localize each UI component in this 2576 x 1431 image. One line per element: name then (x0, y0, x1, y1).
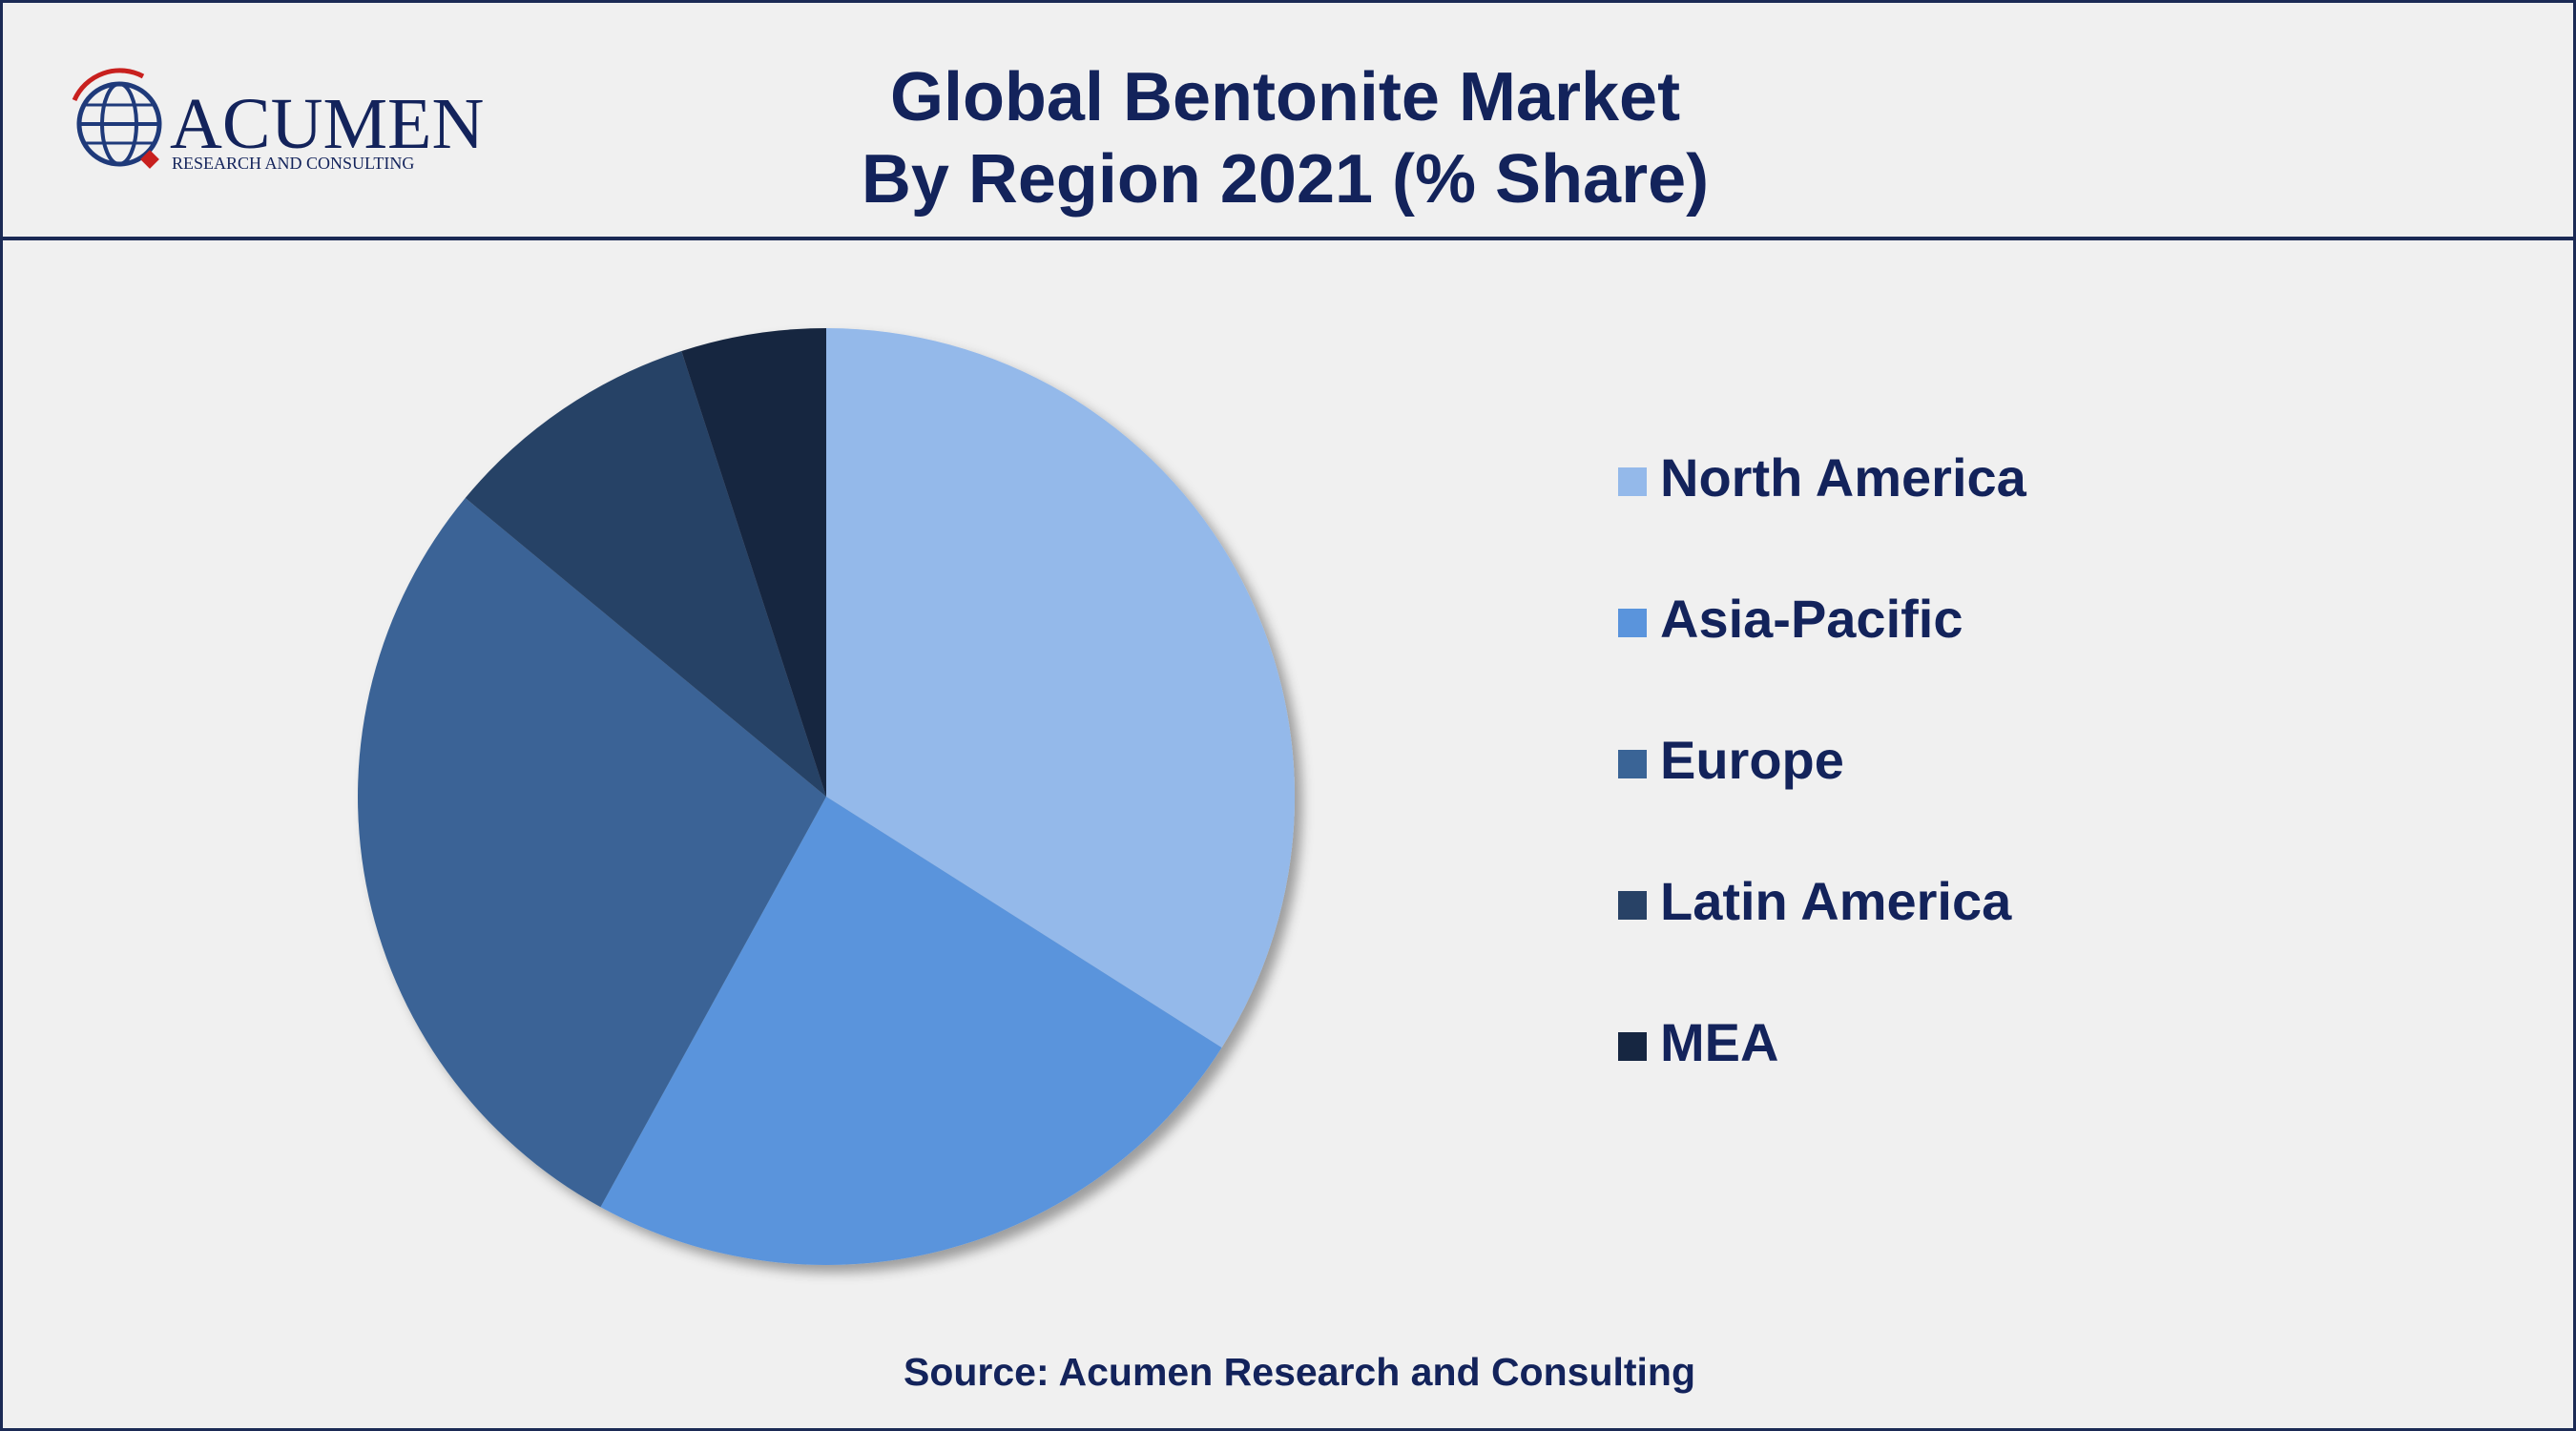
pie-slice (600, 797, 1222, 1265)
logo-arc (72, 68, 145, 102)
legend-label: Latin America (1660, 871, 2012, 931)
source: Source: Acumen Research and Consulting (904, 1350, 1695, 1394)
logo-name: ACUMEN (170, 84, 484, 164)
pie-slice (358, 498, 826, 1208)
legend-swatch (1618, 467, 1647, 496)
legend-swatch (1618, 891, 1647, 920)
legend-swatch (1618, 750, 1647, 778)
legend-swatch (1618, 1032, 1647, 1061)
legend-label: Asia-Pacific (1660, 589, 1963, 649)
pie-slice (826, 328, 1295, 1048)
legend-label: MEA (1660, 1012, 1778, 1072)
legend-label: North America (1660, 447, 2027, 508)
pie-slice (465, 351, 826, 797)
logo: ACUMEN RESEARCH AND CONSULTING (72, 68, 484, 173)
logo-tagline: RESEARCH AND CONSULTING (172, 154, 414, 173)
chart-subtitle: By Region 2021 (% Share) (862, 141, 1709, 218)
legend: North America Asia-Pacific Europe Latin Ame… (1618, 447, 2027, 1072)
logo-diamond (140, 150, 159, 169)
pie-slice (681, 328, 826, 797)
chart-title: Global Bentonite Market (890, 59, 1680, 135)
legend-label: Europe (1660, 730, 1844, 790)
legend-swatch (1618, 609, 1647, 637)
pie (358, 328, 1295, 1265)
